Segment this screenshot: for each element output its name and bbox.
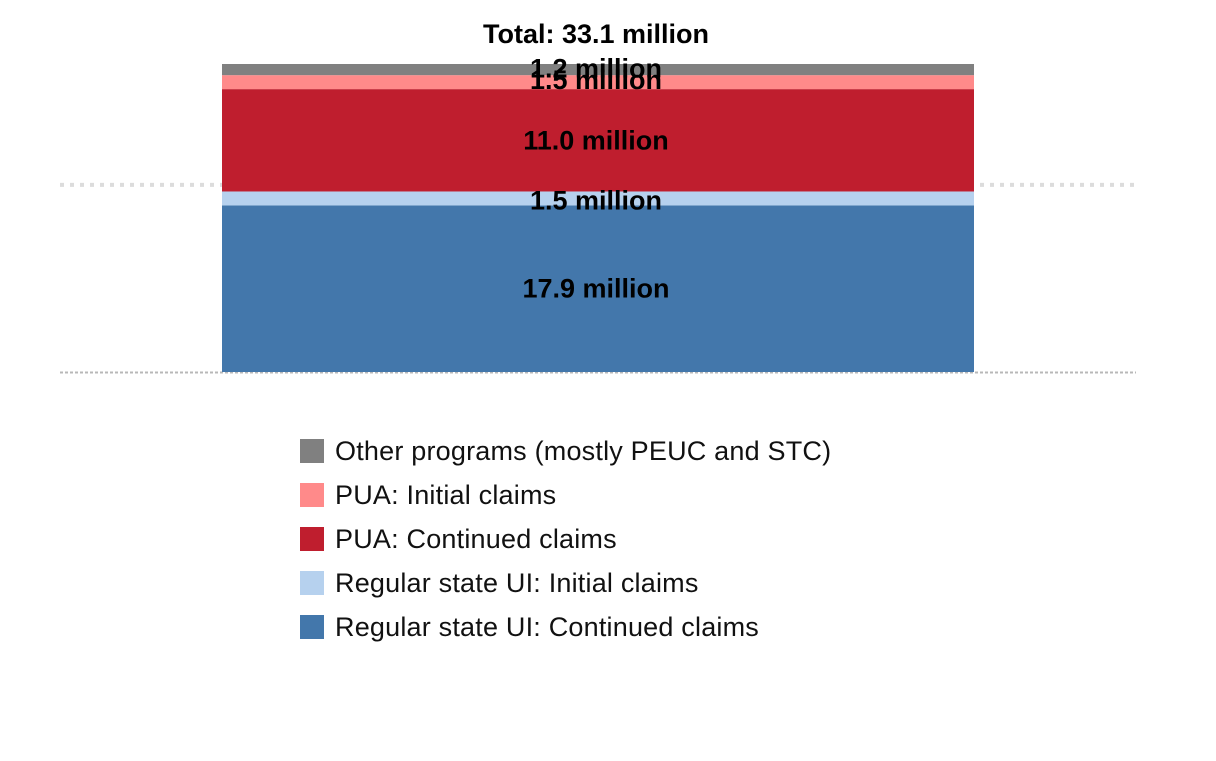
legend-swatch — [300, 571, 324, 595]
bar-segments — [222, 64, 974, 372]
segment-label-1: 17.9 million — [522, 274, 669, 304]
legend-swatch — [300, 439, 324, 463]
bar-segment-4 — [222, 75, 974, 90]
segment-label-5: 1.2 million — [530, 54, 662, 84]
stacked-bar-chart: 17.9 million 1.5 million 11.0 million 1.5 m… — [60, 19, 1136, 374]
legend-item: PUA: Initial claims — [300, 473, 1000, 517]
bar-segment-1 — [222, 205, 974, 372]
legend-item: Regular state UI: Initial claims — [300, 561, 1000, 605]
bar-segment-2 — [222, 191, 974, 206]
legend-swatch — [300, 483, 324, 507]
bar-segment-3 — [222, 89, 974, 192]
legend-label: Other programs (mostly PEUC and STC) — [335, 435, 832, 466]
legend-swatch — [300, 615, 324, 639]
legend-label: PUA: Initial claims — [335, 479, 557, 510]
legend: Other programs (mostly PEUC and STC) PUA:… — [300, 429, 1000, 649]
segment-labels: 17.9 million 1.5 million 11.0 million 1.5 m… — [522, 54, 669, 304]
legend-label: PUA: Continued claims — [335, 523, 617, 554]
legend-label: Regular state UI: Initial claims — [335, 567, 699, 598]
gridlines — [60, 182, 1136, 374]
segment-label-4: 1.5 million — [530, 65, 662, 95]
legend-swatch — [300, 527, 324, 551]
legend-item: PUA: Continued claims — [300, 517, 1000, 561]
total-label: Total: 33.1 million — [483, 19, 709, 49]
legend-label: Regular state UI: Continued claims — [335, 611, 759, 642]
legend-item: Regular state UI: Continued claims — [300, 605, 1000, 649]
legend-item: Other programs (mostly PEUC and STC) — [300, 429, 1000, 473]
bar-segment-5 — [222, 64, 974, 76]
segment-label-3: 11.0 million — [523, 125, 669, 155]
segment-label-2: 1.5 million — [530, 185, 662, 215]
